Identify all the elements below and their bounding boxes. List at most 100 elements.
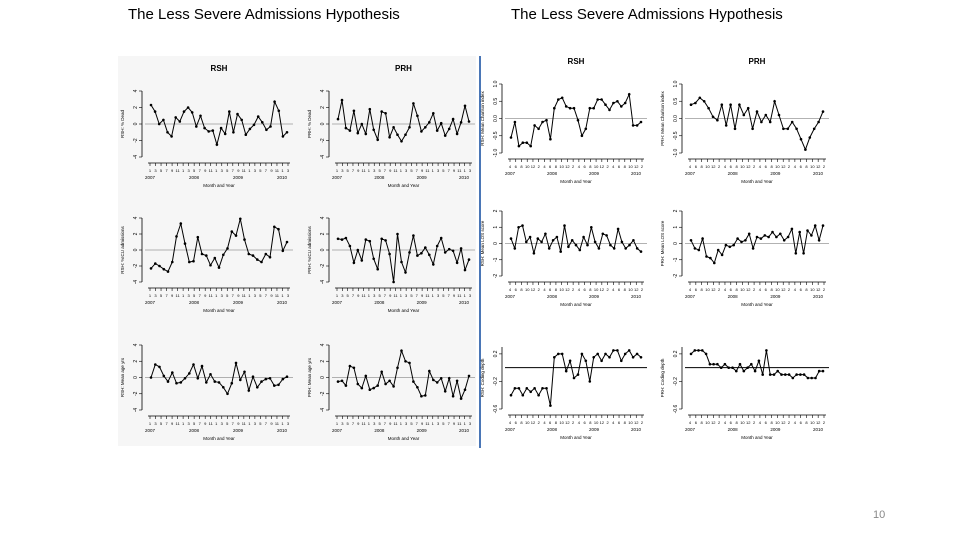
x-tick-label: 7 — [232, 293, 235, 298]
data-point — [764, 113, 768, 117]
x-tick-label: 4 — [724, 164, 727, 169]
x-tick-label: 9 — [270, 421, 273, 426]
data-point — [623, 352, 627, 356]
data-point — [356, 382, 360, 386]
data-point — [205, 381, 208, 384]
x-tick-label: 5 — [226, 421, 229, 426]
x-tick-label: 7 — [199, 293, 202, 298]
y-tick-label: 4 — [320, 216, 326, 219]
data-point — [729, 103, 732, 106]
y-tick-label: 1.0 — [493, 80, 499, 87]
data-point — [557, 98, 560, 101]
x-axis-label: Month and Year — [560, 435, 592, 440]
data-point — [352, 261, 356, 265]
data-point — [228, 110, 231, 113]
x-tick-label: 11 — [362, 293, 367, 298]
x-tick-label: 8 — [555, 287, 558, 292]
x-year-label: 2010 — [813, 427, 824, 432]
data-point — [733, 127, 737, 131]
x-tick-label: 3 — [254, 421, 257, 426]
x-tick-label: 4 — [794, 164, 797, 169]
x-year-label: 2008 — [189, 300, 200, 305]
data-point — [753, 369, 757, 373]
x-tick-label: 3 — [188, 421, 191, 426]
data-point — [612, 247, 616, 250]
data-point — [742, 113, 746, 117]
x-tick-label: 3 — [254, 168, 257, 173]
data-point — [416, 114, 419, 118]
x-tick-label: 1 — [432, 168, 435, 173]
data-point — [541, 120, 544, 124]
data-point — [463, 104, 467, 108]
x-tick-label: 12 — [565, 164, 570, 169]
data-point — [705, 255, 708, 258]
data-point — [195, 125, 198, 128]
x-tick-label: 11 — [393, 168, 398, 173]
data-point — [226, 247, 229, 250]
x-year-label: 2009 — [589, 427, 600, 432]
data-point — [795, 373, 798, 376]
data-point — [376, 267, 380, 271]
data-point — [545, 387, 548, 390]
x-tick-label: 12 — [634, 287, 639, 292]
x-tick-label: 5 — [193, 168, 196, 173]
x-tick-label: 10 — [740, 164, 745, 169]
data-point — [790, 120, 794, 124]
x-tick-label: 4 — [509, 287, 512, 292]
x-tick-label: 11 — [176, 293, 181, 298]
data-point — [364, 238, 368, 241]
y-tick-label: 2 — [133, 360, 139, 363]
data-point — [716, 248, 720, 252]
data-point — [693, 247, 697, 250]
x-tick-label: 3 — [469, 421, 472, 426]
data-point — [268, 377, 272, 380]
x-tick-label: 5 — [410, 293, 413, 298]
y-tick-label: -0.6 — [493, 404, 499, 413]
data-point — [264, 377, 268, 381]
data-point — [447, 127, 451, 131]
x-tick-label: 3 — [154, 168, 157, 173]
data-point — [380, 237, 384, 241]
data-point — [631, 124, 635, 127]
data-point — [463, 268, 467, 272]
data-point — [536, 237, 540, 240]
x-tick-label: 5 — [226, 293, 229, 298]
x-tick-label: 2 — [788, 287, 791, 292]
x-tick-label: 5 — [160, 293, 163, 298]
x-tick-label: 1 — [182, 421, 185, 426]
y-tick-label: -1 — [493, 257, 499, 262]
x-tick-label: 9 — [389, 168, 392, 173]
y-tick-label: -2 — [320, 138, 326, 143]
x-year-label: 2007 — [505, 427, 516, 432]
data-point — [719, 366, 723, 370]
data-point — [384, 382, 387, 386]
data-point — [467, 374, 471, 378]
data-point — [731, 366, 734, 370]
x-tick-label: 6 — [515, 287, 518, 292]
data-point — [264, 252, 268, 256]
y-tick-label: -1.0 — [673, 148, 679, 157]
data-point — [716, 362, 719, 366]
data-point — [596, 352, 599, 356]
data-point — [455, 261, 459, 265]
y-tick-label: 0.0 — [673, 115, 679, 122]
x-tick-label: 10 — [775, 164, 780, 169]
data-point — [153, 110, 157, 113]
data-point — [174, 116, 177, 119]
x-tick-label: 8 — [520, 164, 523, 169]
x-tick-label: 8 — [770, 164, 773, 169]
data-point — [178, 120, 182, 123]
data-point — [451, 249, 455, 253]
x-axis-label: Month and Year — [560, 179, 592, 184]
data-point — [689, 103, 693, 106]
data-point — [549, 137, 552, 141]
data-point — [596, 98, 599, 101]
x-tick-label: 1 — [368, 293, 371, 298]
data-point — [786, 127, 790, 131]
data-point — [192, 363, 195, 366]
x-tick-label: 8 — [701, 164, 704, 169]
data-point — [723, 362, 727, 366]
data-point — [459, 247, 463, 250]
x-tick-label: 9 — [171, 421, 174, 426]
